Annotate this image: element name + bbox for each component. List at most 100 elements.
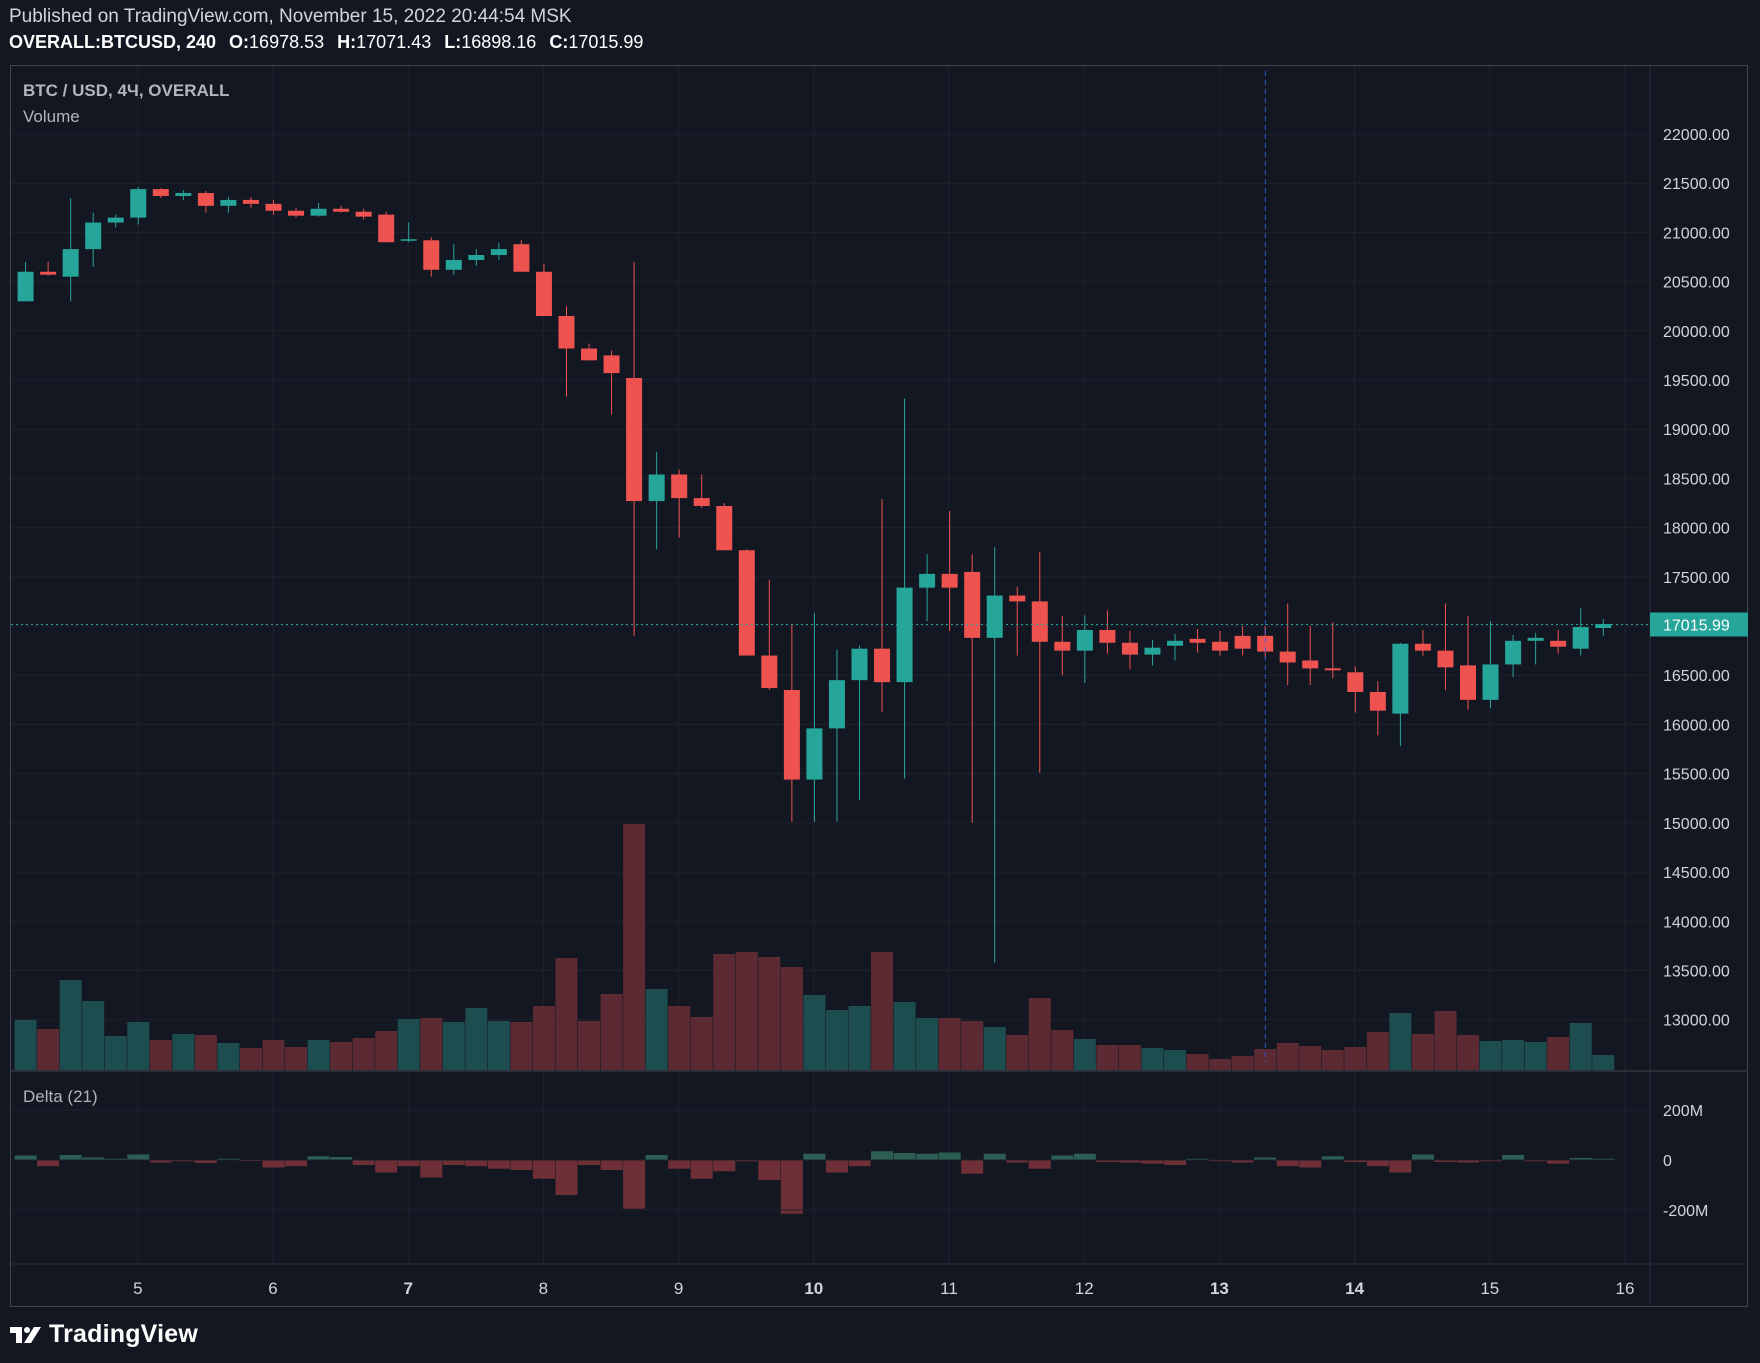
volume-bar <box>150 1040 172 1070</box>
candle-body <box>1550 641 1566 647</box>
delta-bar <box>60 1155 82 1160</box>
price-tick-label: 15000.00 <box>1663 816 1730 833</box>
candle <box>288 208 304 218</box>
candle-body <box>874 649 890 682</box>
candle <box>18 262 34 301</box>
volume-bar <box>127 1022 149 1070</box>
volume-bar <box>1209 1059 1231 1070</box>
volume-bar <box>1187 1054 1209 1070</box>
volume-bar <box>353 1038 375 1070</box>
candle <box>1370 681 1386 735</box>
delta-bar <box>15 1156 37 1161</box>
delta-bar <box>1502 1155 1524 1160</box>
candle <box>40 262 56 276</box>
candle <box>1009 587 1025 656</box>
candle <box>108 215 124 228</box>
candle-body <box>491 249 507 255</box>
candle <box>716 503 732 550</box>
candle <box>1347 666 1363 712</box>
candle-body <box>85 223 101 250</box>
volume-bar <box>1141 1048 1163 1070</box>
volume-bar <box>1344 1047 1366 1070</box>
volume-bar <box>240 1048 262 1070</box>
volume-bar <box>1299 1046 1321 1070</box>
price-tick-label: 16500.00 <box>1663 668 1730 685</box>
price-tick-label: 16000.00 <box>1663 717 1730 734</box>
candle-body <box>1415 644 1431 651</box>
candle <box>1122 631 1138 669</box>
delta-bar <box>398 1160 420 1166</box>
candle <box>1505 635 1521 677</box>
candle <box>1460 616 1476 709</box>
volume-bar <box>1457 1035 1479 1070</box>
candle <box>987 547 1003 962</box>
delta-bar <box>465 1160 487 1166</box>
candle-body <box>108 218 124 223</box>
delta-bar <box>488 1160 510 1169</box>
candle <box>85 213 101 267</box>
candle <box>874 499 890 712</box>
volume-bar <box>1232 1056 1254 1070</box>
volume-bar <box>691 1017 713 1070</box>
delta-bar <box>871 1151 893 1160</box>
candle <box>1415 630 1431 656</box>
candle-body <box>1032 601 1048 641</box>
candle-body <box>1302 660 1318 668</box>
candle-body <box>356 212 372 217</box>
candle <box>1483 621 1499 708</box>
candle-body <box>513 244 529 272</box>
candle <box>378 212 394 243</box>
volume-bar <box>555 958 577 1070</box>
delta-bar <box>1412 1155 1434 1161</box>
candle <box>919 554 935 621</box>
volume-bar <box>939 1018 961 1070</box>
volume-bar <box>668 1006 690 1070</box>
candle-body <box>1370 692 1386 711</box>
volume-bar <box>488 1021 510 1070</box>
candle <box>604 350 620 414</box>
delta-tick-label: -200M <box>1663 1203 1708 1220</box>
time-tick-label: 15 <box>1480 1279 1499 1298</box>
candle-body <box>266 204 282 211</box>
volume-bar <box>1029 998 1051 1070</box>
delta-bar <box>533 1160 555 1179</box>
candle <box>964 554 980 823</box>
volume-bar <box>984 1027 1006 1070</box>
volume-bar <box>1051 1030 1073 1070</box>
time-tick-label: 11 <box>940 1279 958 1298</box>
volume-bar <box>781 967 803 1070</box>
candle-body <box>942 574 958 588</box>
candle-body <box>1483 664 1499 699</box>
candle <box>784 625 800 822</box>
candle-body <box>423 240 439 270</box>
candle-body <box>378 215 394 243</box>
volume-bar <box>443 1022 465 1070</box>
candle <box>1437 603 1453 690</box>
delta-bar <box>1389 1160 1411 1173</box>
last-price-badge: 17015.99 <box>1650 612 1748 636</box>
candle <box>130 187 146 224</box>
delta-bar <box>1051 1156 1073 1161</box>
time-tick-label: 7 <box>403 1279 412 1298</box>
candlesticks <box>18 187 1612 962</box>
candle <box>851 646 867 801</box>
candle-body <box>739 550 755 655</box>
volume-bar <box>1389 1013 1411 1070</box>
candle-body <box>558 316 574 348</box>
candle-body <box>175 193 191 196</box>
candle-body <box>446 260 462 270</box>
price-chart[interactable]: 22000.00 21500.00 21000.00 20500.00 20000.00… <box>0 0 1760 1310</box>
candle <box>1190 629 1206 653</box>
volume-bar <box>646 989 668 1070</box>
price-tick-label: 20500.00 <box>1663 275 1730 292</box>
candle-body <box>1235 636 1251 649</box>
volume-bar <box>37 1029 59 1070</box>
delta-label: Delta (21) <box>23 1087 98 1106</box>
candle-body <box>333 209 349 212</box>
price-tick-label: 22000.00 <box>1663 127 1730 144</box>
candle <box>536 264 552 316</box>
candle <box>1550 630 1566 654</box>
candle-body <box>649 474 665 501</box>
candle-body <box>851 649 867 680</box>
volume-bar <box>263 1040 285 1070</box>
